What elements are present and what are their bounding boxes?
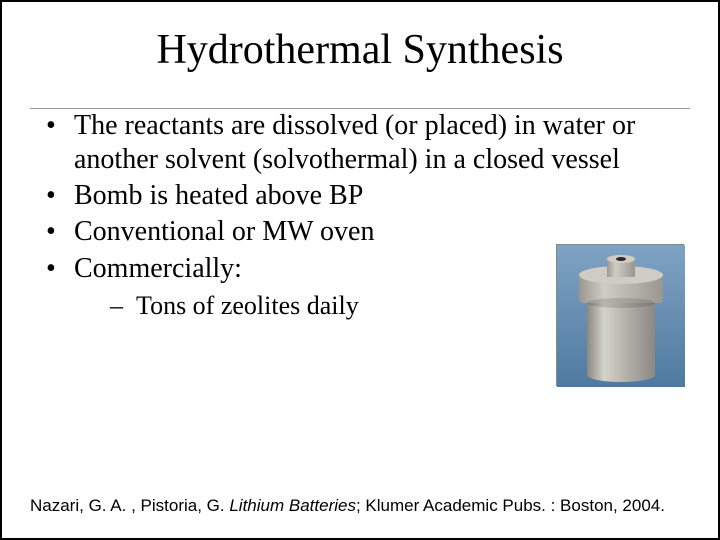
bullet-text: Bomb is heated above BP	[74, 180, 363, 211]
citation-title: Lithium Batteries	[229, 496, 356, 515]
slide-title: Hydrothermal Synthesis	[70, 26, 650, 80]
vessel-icon	[557, 245, 685, 387]
bullet-text: Conventional or MW oven	[74, 216, 374, 247]
title-underline: Hydrothermal Synthesis	[30, 26, 690, 109]
slide-frame: Hydrothermal Synthesis The reactants are…	[0, 0, 720, 540]
bullet-item: The reactants are dissolved (or placed) …	[40, 109, 680, 177]
bullet-item: Bomb is heated above BP	[40, 179, 680, 213]
citation-line: Nazari, G. A. , Pistoria, G. Lithium Bat…	[30, 496, 690, 516]
vessel-image	[556, 244, 684, 386]
citation-rest: ; Klumer Academic Pubs. : Boston, 2004.	[356, 496, 665, 515]
nut-hole	[616, 257, 626, 261]
sub-bullet-text: Tons of zeolites daily	[136, 291, 359, 320]
citation-authors: Nazari, G. A. , Pistoria, G.	[30, 496, 229, 515]
bullet-text: The reactants are dissolved (or placed) …	[74, 110, 635, 175]
bullet-text: Commercially:	[74, 253, 242, 284]
